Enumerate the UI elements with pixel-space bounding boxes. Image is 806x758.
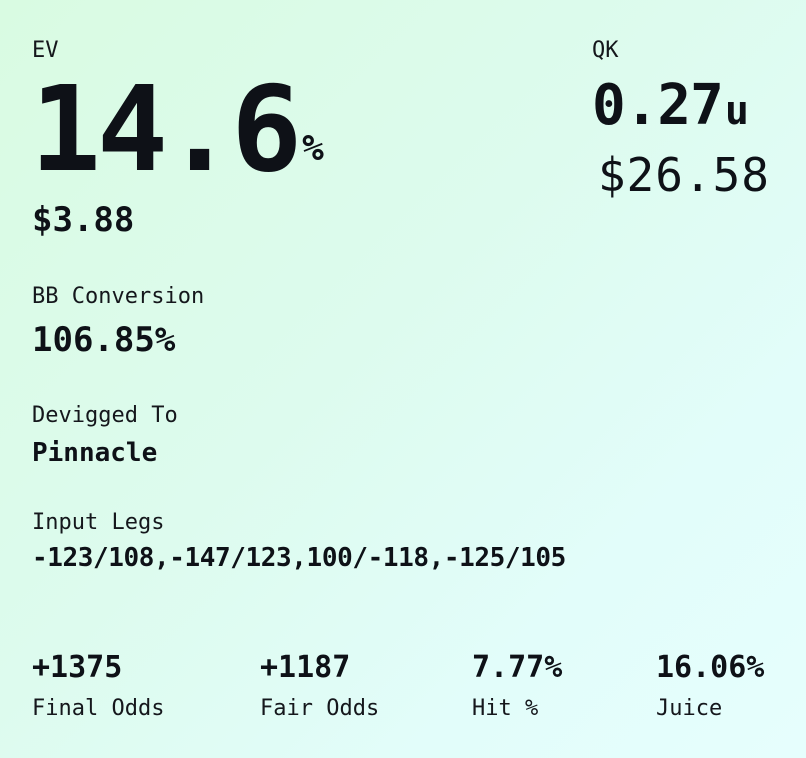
devigged-label: Devigged To xyxy=(32,403,178,428)
qk-label: QK xyxy=(592,38,619,63)
bb-conversion-label: BB Conversion xyxy=(32,284,205,309)
ev-label: EV xyxy=(32,38,59,63)
fair-odds-label: Fair Odds xyxy=(260,696,380,721)
juice-label: Juice xyxy=(656,696,723,721)
ev-percent: 14.6% xyxy=(30,70,324,188)
final-odds-label: Final Odds xyxy=(32,696,165,721)
qk-units: 0.27u xyxy=(592,78,749,134)
juice-value: 16.06% xyxy=(656,650,765,685)
input-legs-value: -123/108,-147/123,100/-118,-125/105 xyxy=(32,543,566,573)
devigged-value: Pinnacle xyxy=(32,438,158,468)
ev-percent-number: 14.6 xyxy=(30,60,302,198)
qk-units-suffix: u xyxy=(724,88,749,134)
fair-odds-value: +1187 xyxy=(260,650,351,685)
input-legs-label: Input Legs xyxy=(32,510,165,535)
hit-percent-label: Hit % xyxy=(472,696,539,721)
bb-conversion-value: 106.85% xyxy=(32,320,176,360)
hit-percent-value: 7.77% xyxy=(472,650,563,685)
ev-dollars: $3.88 xyxy=(32,200,135,240)
qk-dollars: $26.58 xyxy=(597,148,770,202)
final-odds-value: +1375 xyxy=(32,650,123,685)
qk-units-number: 0.27 xyxy=(592,73,724,138)
ev-percent-unit: % xyxy=(302,128,324,169)
